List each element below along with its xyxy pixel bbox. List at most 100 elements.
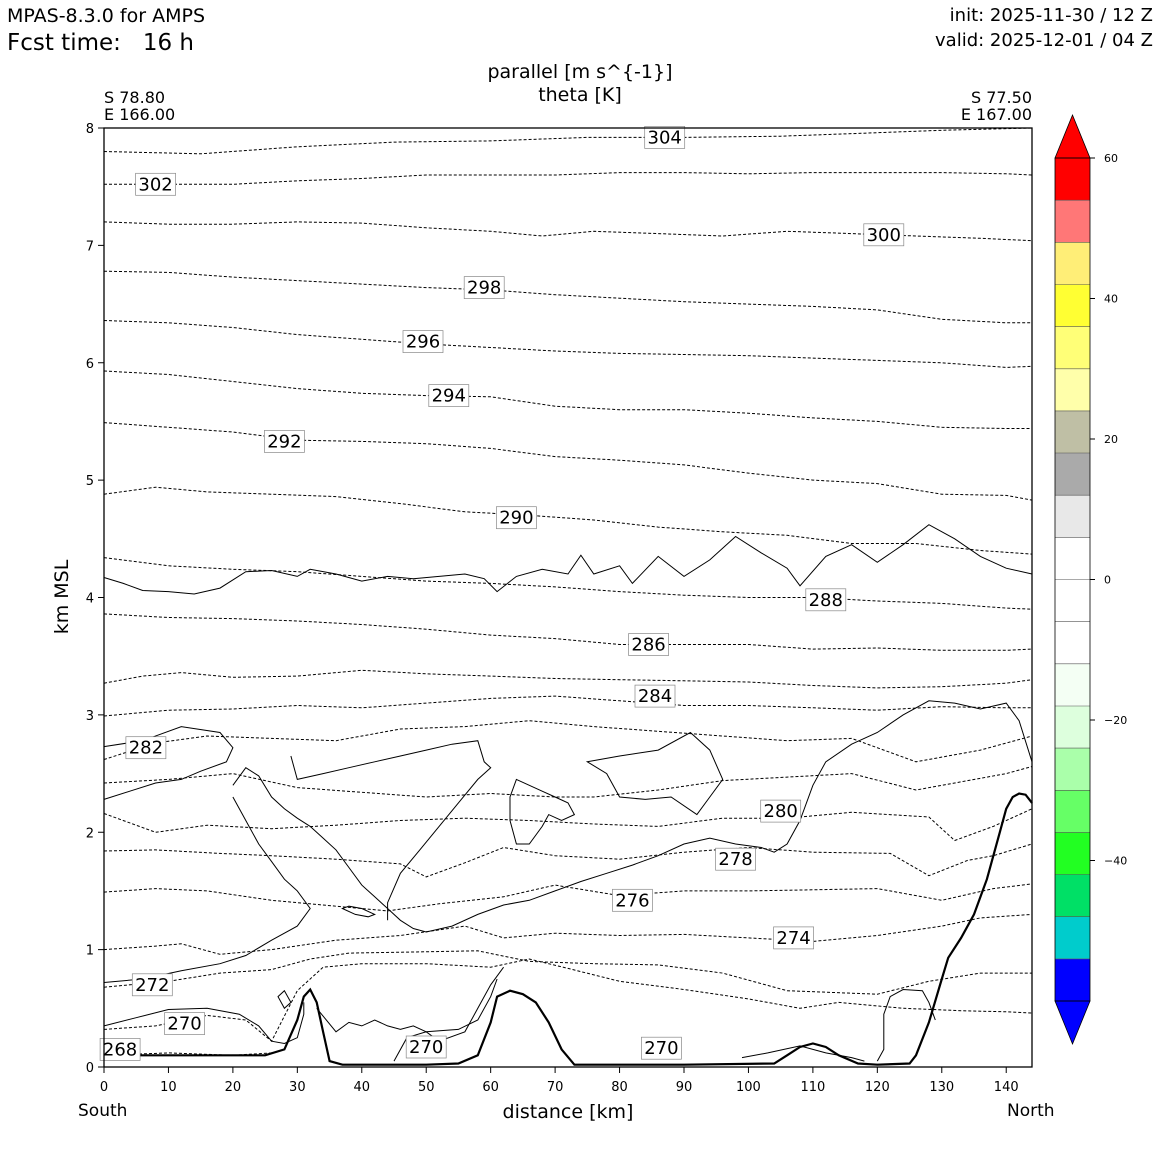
forecast-time-value: 16 h: [142, 30, 194, 56]
theta-label-box: [612, 888, 653, 912]
isentrope-274: [103, 913, 1033, 955]
x-tick-label: 30: [289, 1080, 306, 1095]
plot-frame: [103, 127, 1033, 1068]
colorbar-tick-label: −20: [1104, 714, 1127, 727]
theta-label: 276: [615, 890, 649, 911]
wind-contours: [103, 524, 1033, 1062]
theta-label-box: [760, 799, 802, 823]
theta-label: 270: [409, 1037, 443, 1058]
isentrope-292: [103, 422, 1033, 501]
colorbar-extend-min: [1054, 1000, 1091, 1046]
wind-contour-6: [341, 905, 377, 918]
x-tick-label: 60: [482, 1080, 499, 1095]
colorbar-segment: [1055, 748, 1090, 791]
wind-contour-12: [876, 988, 936, 1062]
colorbar-segment: [1055, 495, 1090, 538]
y-tick-label: 5: [86, 474, 94, 489]
colorbar-extend-max: [1054, 113, 1091, 159]
isentrope-296: [103, 320, 1033, 368]
theta-label-box: [402, 330, 444, 353]
wind-contour-8: [103, 1002, 305, 1045]
theta-isentropes: [103, 127, 1033, 1056]
wind-contour-1: [103, 726, 234, 800]
x-tick-label: 10: [160, 1080, 177, 1095]
start-point: S 78.80 E 166.00: [104, 89, 175, 123]
terrain: [104, 792, 1033, 1066]
theta-label-box: [628, 633, 669, 656]
valid-time: valid: 2025-12-01 / 04 Z: [935, 30, 1153, 51]
theta-label-box: [131, 973, 173, 997]
x-tick-label: 70: [547, 1080, 564, 1095]
y-tick-label: 7: [86, 239, 94, 254]
colorbar-segment: [1055, 663, 1090, 706]
colorbar-segment: [1055, 200, 1090, 243]
isentrope-272: [103, 950, 1032, 995]
isentrope-284: [103, 669, 1033, 689]
y-tick-label: 2: [86, 826, 94, 841]
wind-contour-3: [290, 740, 492, 921]
x-tick-label: 120: [865, 1080, 890, 1095]
init-time: init: 2025-11-30 / 12 Z: [949, 5, 1153, 26]
colorbar-tick-label: 40: [1104, 293, 1118, 306]
wind-contour-9: [277, 989, 292, 1010]
y-axis-label: km MSL: [51, 559, 73, 634]
colorbar-tick-label: 20: [1104, 433, 1118, 446]
theta-label: 296: [406, 332, 440, 353]
colorbar-segment: [1055, 242, 1090, 285]
theta-label: 294: [432, 386, 466, 407]
x-tick-label: 90: [676, 1080, 693, 1095]
theta-label-box: [641, 1036, 682, 1060]
theta-label: 300: [867, 225, 901, 246]
y-tick-label: 3: [86, 709, 94, 724]
theta-label-box: [496, 506, 537, 530]
theta-label-box: [135, 172, 176, 196]
isentrope-286: [103, 613, 1033, 651]
x-tick-label: 80: [611, 1080, 628, 1095]
colorbar-segment: [1055, 158, 1090, 201]
isentrope-298: [103, 270, 1032, 324]
wind-contour-0: [103, 524, 1033, 595]
chart-subtitle: theta [K]: [538, 84, 622, 106]
x-tick-label: 110: [800, 1080, 825, 1095]
colorbar-segment: [1055, 874, 1090, 917]
theta-label-box: [773, 926, 814, 950]
theta-label: 270: [644, 1038, 678, 1059]
colorbar-segment: [1055, 832, 1090, 875]
y-tick-label: 4: [86, 592, 94, 607]
isentrope-280: [103, 808, 1033, 842]
theta-label: 286: [631, 635, 665, 656]
forecast-time-label: Fcst time:: [7, 30, 121, 56]
wind-contour-5: [585, 731, 724, 816]
colorbar-segment: [1055, 410, 1090, 453]
forecast-time: Fcst time: 16 h: [7, 30, 194, 56]
colorbar-segment: [1055, 368, 1090, 411]
isentrope-281: [103, 766, 1033, 798]
end-lon: E 167.00: [960, 105, 1032, 124]
end-lat: S 77.50: [970, 88, 1032, 107]
colorbar-segment: [1055, 326, 1090, 369]
wind-contour-4: [509, 778, 576, 845]
theta-label: 290: [499, 508, 533, 529]
theta-label: 278: [718, 849, 752, 870]
start-lon: E 166.00: [104, 105, 176, 124]
theta-label: 282: [129, 738, 163, 759]
x-tick-label: 140: [994, 1080, 1019, 1095]
theta-label-box: [805, 588, 847, 612]
wind-contour-10: [316, 966, 505, 1042]
theta-label-box: [125, 736, 167, 760]
theta-label: 292: [267, 431, 301, 452]
south-label: South: [78, 1101, 128, 1121]
colorbar-segment: [1055, 537, 1090, 580]
colorbar-tick-label: 60: [1104, 152, 1118, 165]
theta-label: 298: [467, 278, 501, 299]
wind-contour-7: [103, 796, 311, 983]
x-tick-label: 130: [929, 1080, 954, 1095]
colorbar-segment: [1055, 453, 1090, 496]
colorbar-segment: [1055, 579, 1090, 622]
x-tick-label: 40: [354, 1080, 371, 1095]
colorbar-segment: [1055, 916, 1090, 959]
theta-label-box: [644, 126, 686, 149]
isentrope-276: [103, 883, 1033, 912]
colorbar-segment: [1055, 621, 1090, 664]
chart-title: parallel [m s^{-1}]: [487, 61, 673, 83]
